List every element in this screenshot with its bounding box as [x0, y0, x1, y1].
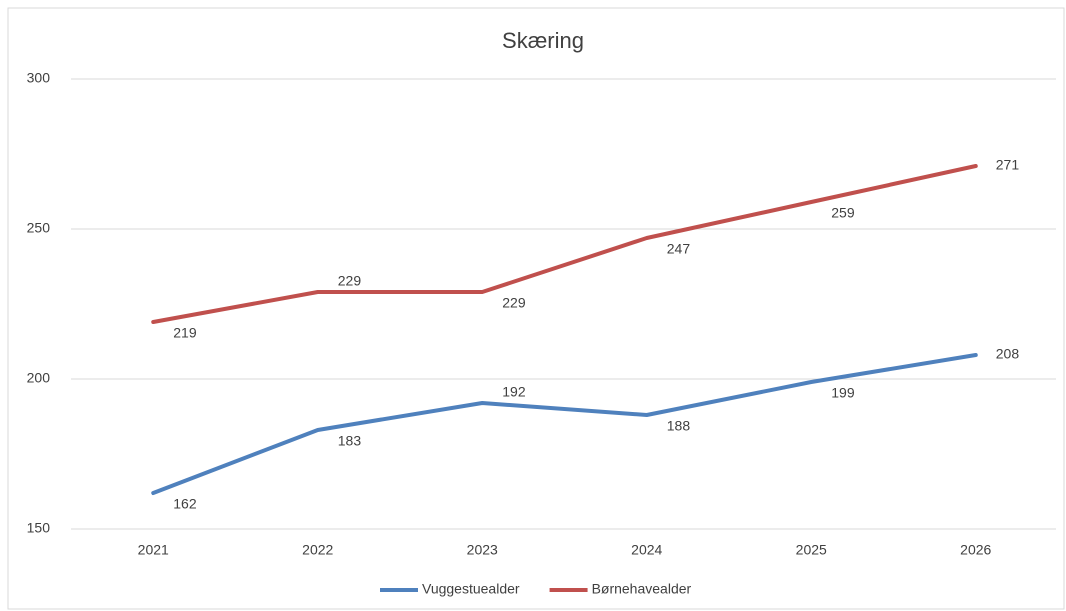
data-label: 259	[831, 205, 855, 221]
data-label: 229	[502, 295, 526, 311]
data-label: 271	[996, 157, 1020, 173]
legend-label: Børnehavealder	[592, 581, 692, 597]
x-tick-label: 2021	[138, 542, 169, 558]
x-tick-label: 2026	[960, 542, 991, 558]
x-tick-label: 2025	[796, 542, 827, 558]
y-tick-label: 300	[27, 70, 51, 86]
x-tick-label: 2024	[631, 542, 662, 558]
y-tick-label: 200	[27, 370, 51, 386]
data-label: 219	[173, 325, 197, 341]
data-label: 199	[831, 385, 855, 401]
data-label: 229	[338, 273, 362, 289]
y-tick-label: 150	[27, 520, 51, 536]
x-tick-label: 2023	[467, 542, 498, 558]
data-label: 188	[667, 418, 691, 434]
data-label: 247	[667, 241, 691, 257]
chart-border	[7, 7, 1065, 610]
chart-title: Skæring	[502, 28, 584, 53]
series-line	[151, 164, 978, 324]
data-label: 183	[338, 433, 362, 449]
series-line	[151, 353, 978, 495]
x-tick-label: 2022	[302, 542, 333, 558]
y-tick-label: 250	[27, 220, 51, 236]
data-label: 162	[173, 496, 197, 512]
data-label: 208	[996, 346, 1020, 362]
data-label: 192	[502, 384, 526, 400]
legend-label: Vuggestuealder	[422, 581, 520, 597]
